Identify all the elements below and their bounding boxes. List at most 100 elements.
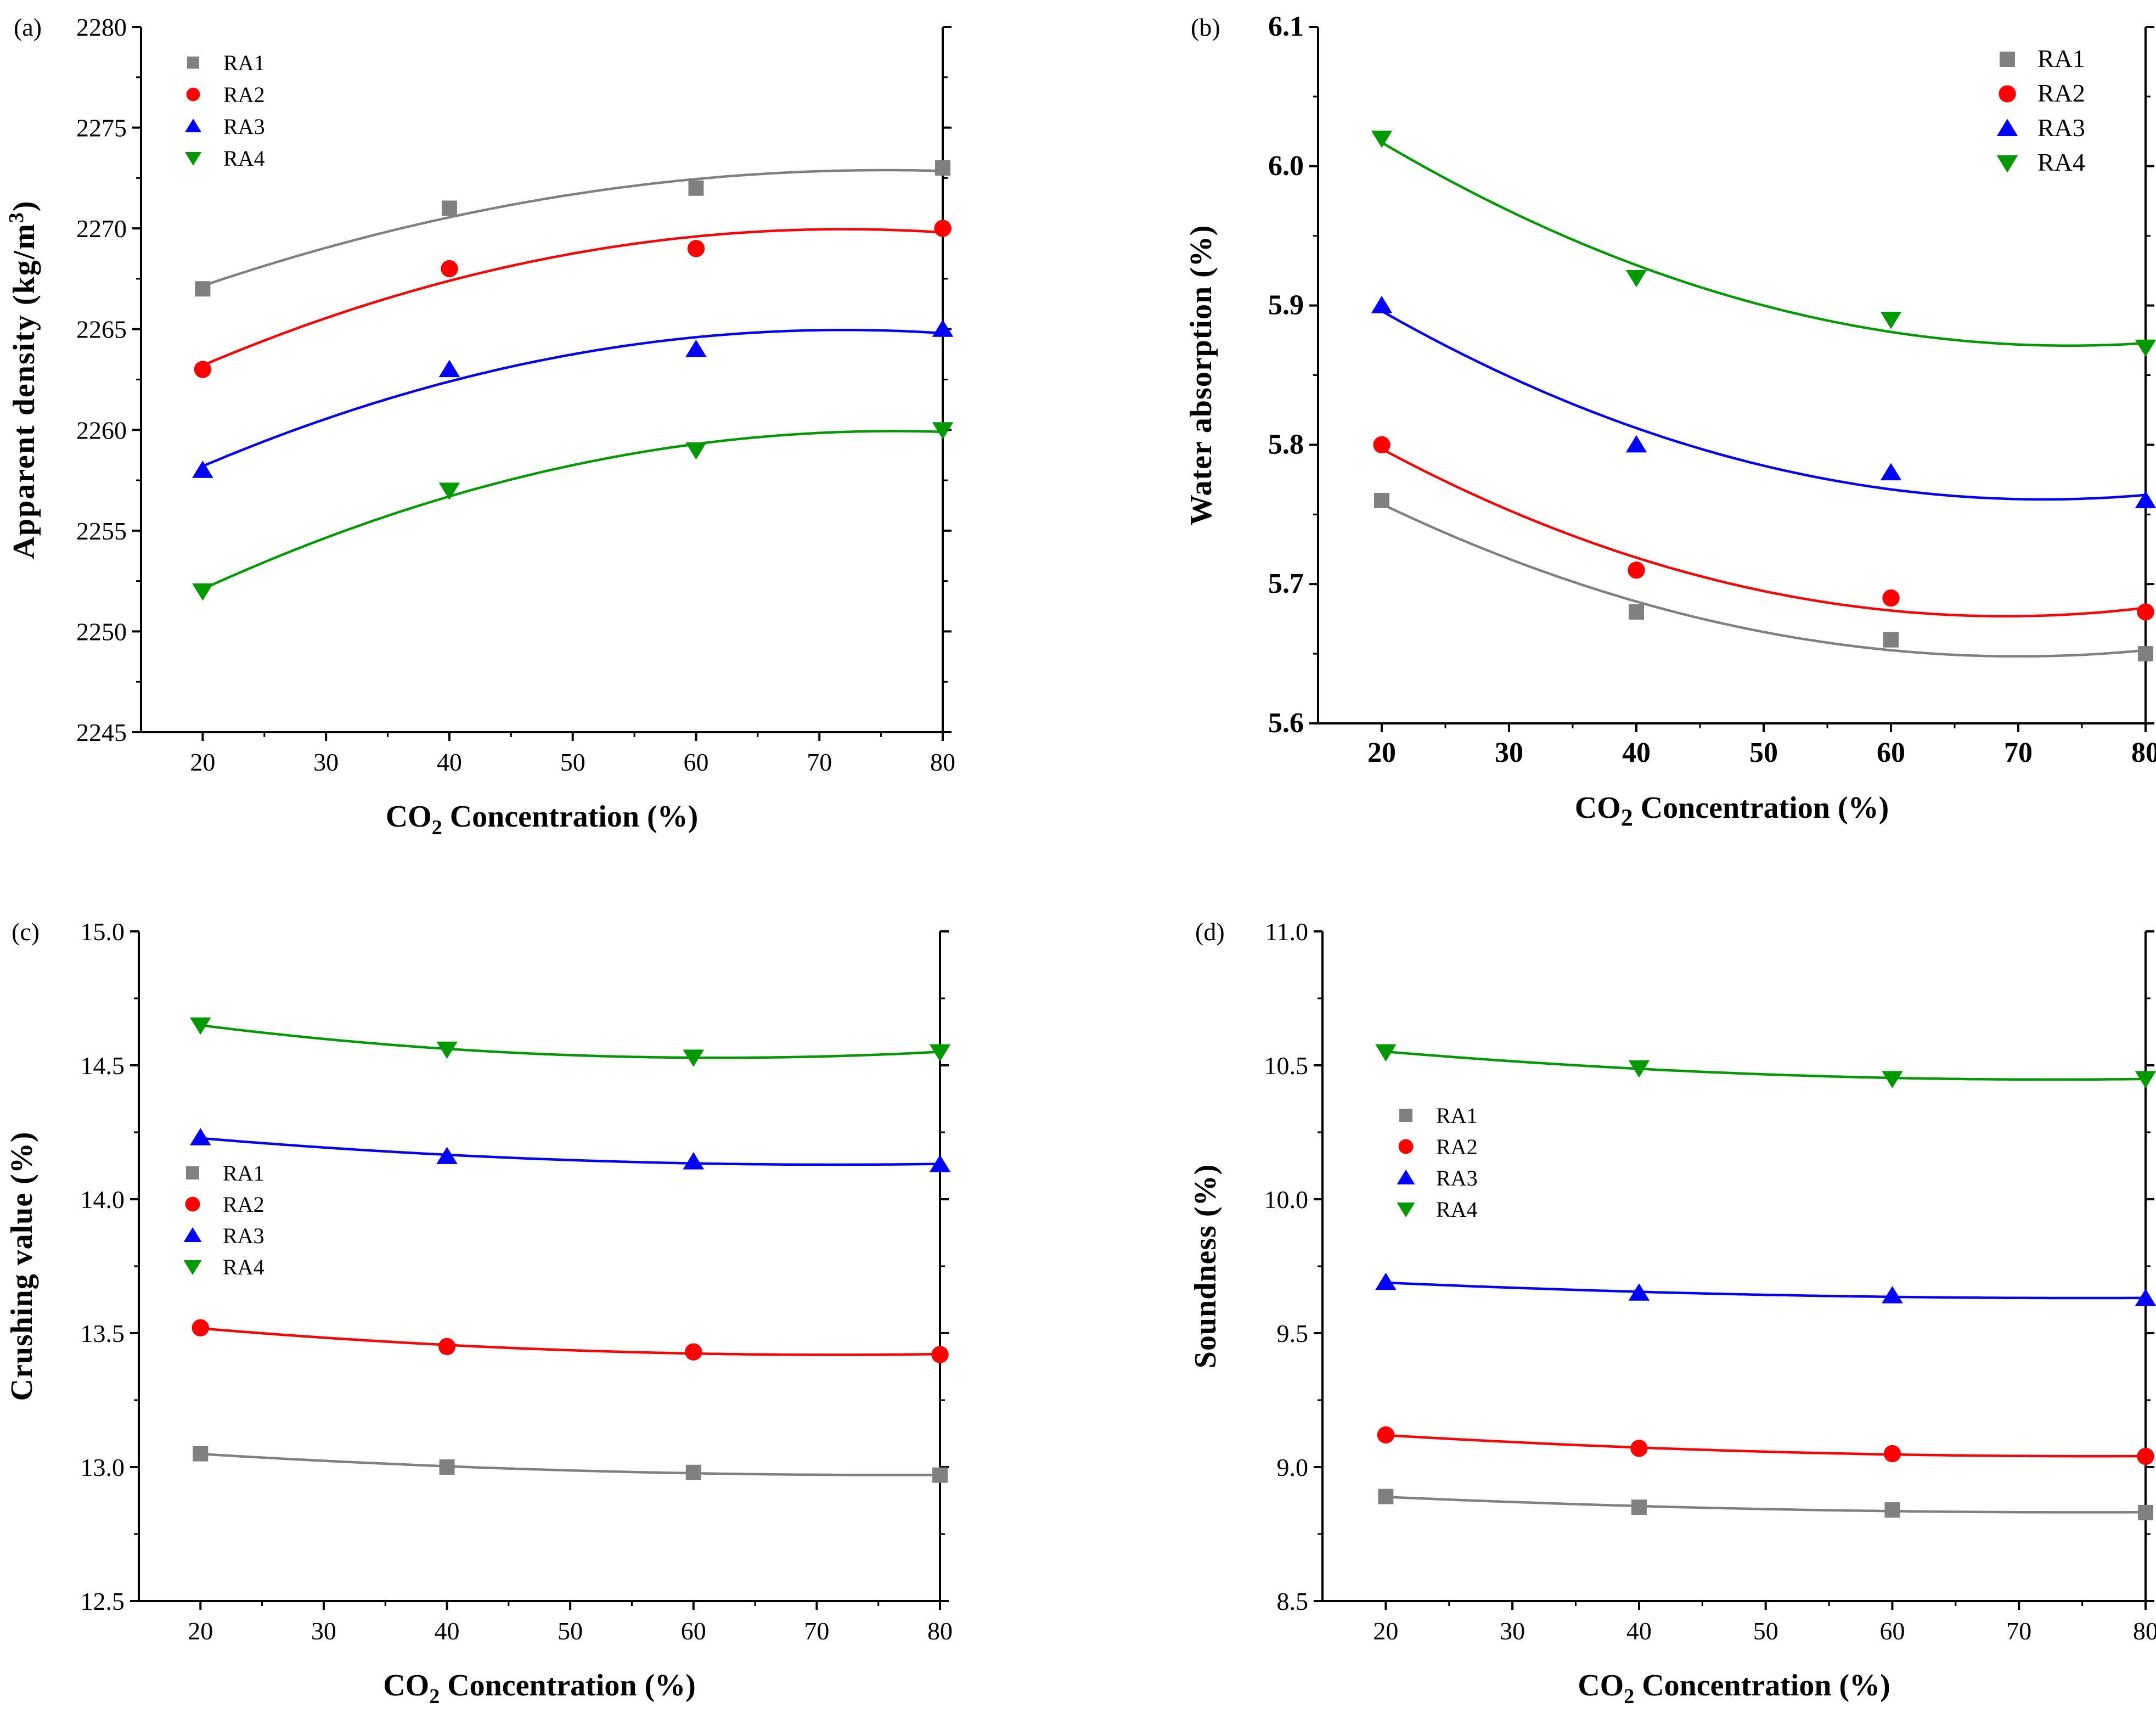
data-point-ra2 bbox=[1628, 561, 1645, 579]
y-tick-label: 15.0 bbox=[81, 918, 125, 946]
data-point-ra1 bbox=[1378, 1488, 1394, 1504]
legend-marker-ra1 bbox=[187, 57, 199, 69]
y-tick-label: 2265 bbox=[76, 316, 127, 344]
x-tick-label: 50 bbox=[558, 1617, 583, 1645]
data-point-ra3 bbox=[192, 460, 213, 478]
x-tick-label: 50 bbox=[1749, 737, 1778, 768]
legend-label-ra3: RA3 bbox=[223, 1223, 264, 1248]
y-tick-label: 2280 bbox=[76, 13, 127, 41]
fit-curve-ra4 bbox=[1386, 1050, 2146, 1081]
x-tick-label: 80 bbox=[2133, 1617, 2156, 1645]
x-axis-label: CO2 Concentration (%) bbox=[386, 800, 699, 839]
panel-label: (d) bbox=[1195, 918, 1225, 946]
y-tick-label: 6.0 bbox=[1268, 150, 1304, 182]
y-tick-label: 12.5 bbox=[81, 1587, 125, 1615]
chart-panel-b: 5.6 5.7 5.8 5.9 6.0 6.1 20 30 40 50 60 70 80 (b) CO2 C… bbox=[1184, 11, 2156, 831]
data-point-ra3 bbox=[1628, 1283, 1650, 1301]
data-point-ra4 bbox=[1882, 1071, 1903, 1088]
legend-marker-ra3 bbox=[1996, 119, 2018, 136]
data-point-ra4 bbox=[1628, 1060, 1650, 1078]
legend-label-ra3: RA3 bbox=[1436, 1166, 1478, 1190]
data-point-ra3 bbox=[1880, 463, 1902, 481]
legend-label-ra1: RA1 bbox=[1436, 1103, 1478, 1128]
fit-curve-ra4 bbox=[200, 1024, 941, 1059]
panel-label: (c) bbox=[12, 918, 40, 946]
fit-curve-ra1 bbox=[1386, 1496, 2146, 1514]
y-tick-label: 13.0 bbox=[81, 1453, 125, 1481]
x-tick-label: 30 bbox=[1500, 1617, 1525, 1645]
legend-marker-ra3 bbox=[183, 1227, 202, 1242]
x-tick-label: 20 bbox=[1373, 1617, 1398, 1645]
legend-marker-ra4 bbox=[183, 1260, 202, 1275]
y-axis-label: Soundness (%) bbox=[1189, 1164, 1223, 1368]
data-point-ra3 bbox=[1625, 435, 1647, 453]
data-point-ra2 bbox=[1883, 1445, 1901, 1463]
legend-label-ra4: RA4 bbox=[1436, 1197, 1478, 1222]
data-point-ra1 bbox=[688, 180, 704, 196]
y-axis-label: Water absorption (%) bbox=[1184, 225, 1218, 526]
data-point-ra4 bbox=[436, 1041, 458, 1059]
fit-curve-ra3 bbox=[1381, 310, 2146, 501]
y-tick-label: 2260 bbox=[76, 416, 127, 444]
x-axis-label: CO2 Concentration (%) bbox=[383, 1669, 696, 1708]
legend-marker-ra2 bbox=[186, 87, 200, 102]
data-point-ra1 bbox=[685, 1464, 701, 1480]
data-point-ra1 bbox=[1631, 1499, 1647, 1515]
fit-curve-ra2 bbox=[1386, 1434, 2146, 1458]
data-point-ra2 bbox=[194, 361, 212, 378]
x-tick-label: 40 bbox=[1626, 1617, 1652, 1645]
data-point-ra4 bbox=[929, 1044, 951, 1062]
data-point-ra3 bbox=[932, 319, 954, 337]
y-tick-label: 14.5 bbox=[81, 1052, 125, 1080]
legend: RA1 RA2 RA3 RA4 bbox=[1397, 1103, 1478, 1222]
data-point-ra4 bbox=[685, 442, 707, 460]
data-point-ra1 bbox=[2138, 646, 2153, 662]
data-point-ra2 bbox=[1882, 589, 1900, 607]
fit-curve-ra4 bbox=[202, 430, 943, 591]
y-tick-label: 6.1 bbox=[1268, 11, 1304, 42]
x-tick-label: 50 bbox=[1753, 1617, 1778, 1645]
legend-marker-ra3 bbox=[184, 119, 202, 132]
fit-curve-ra3 bbox=[200, 1137, 941, 1166]
data-point-ra2 bbox=[685, 1343, 702, 1361]
y-axis-label: Crushing value (%) bbox=[5, 1132, 39, 1401]
data-point-ra1 bbox=[932, 1467, 948, 1483]
legend-marker-ra4 bbox=[184, 152, 202, 166]
legend-label-ra3: RA3 bbox=[223, 114, 265, 139]
x-tick-label: 80 bbox=[2131, 737, 2156, 768]
data-point-ra4 bbox=[2135, 1071, 2156, 1088]
x-tick-label: 40 bbox=[435, 1617, 460, 1645]
data-point-ra4 bbox=[2135, 339, 2156, 357]
legend: RA1 RA2 RA3 RA4 bbox=[183, 1161, 264, 1279]
data-point-ra1 bbox=[1883, 632, 1899, 648]
y-tick-label: 10.0 bbox=[1264, 1186, 1309, 1214]
x-tick-label: 60 bbox=[1879, 1617, 1905, 1645]
data-point-ra4 bbox=[438, 482, 460, 500]
y-tick-label: 5.6 bbox=[1268, 707, 1304, 739]
chart-panel-a: 2245 2250 2255 2260 2265 2270 2275 2280 20 30 40 50… bbox=[5, 13, 955, 839]
y-axis-label: Apparent density (kg/m3) bbox=[5, 200, 41, 559]
data-point-ra1 bbox=[195, 281, 211, 297]
data-point-ra2 bbox=[438, 1338, 456, 1356]
x-tick-label: 30 bbox=[313, 748, 339, 776]
legend-label-ra1: RA1 bbox=[2037, 44, 2085, 72]
y-tick-label: 2270 bbox=[76, 215, 127, 243]
data-point-ra3 bbox=[436, 1147, 458, 1164]
legend-label-ra1: RA1 bbox=[223, 1161, 264, 1186]
data-point-ra4 bbox=[1371, 131, 1393, 148]
data-point-ra4 bbox=[683, 1049, 705, 1067]
data-point-ra2 bbox=[687, 240, 705, 257]
data-point-ra1 bbox=[439, 1459, 455, 1475]
y-tick-label: 2275 bbox=[76, 114, 127, 142]
legend-marker-ra1 bbox=[2000, 52, 2015, 67]
data-point-ra3 bbox=[929, 1155, 951, 1172]
y-tick-label: 8.5 bbox=[1277, 1587, 1309, 1615]
legend-marker-ra4 bbox=[1397, 1203, 1415, 1217]
data-point-ra4 bbox=[932, 422, 954, 440]
x-tick-label: 60 bbox=[683, 748, 708, 776]
data-point-ra1 bbox=[2138, 1504, 2153, 1520]
data-point-ra2 bbox=[1630, 1440, 1648, 1457]
y-tick-label: 13.5 bbox=[81, 1319, 125, 1347]
x-tick-label: 70 bbox=[807, 748, 832, 776]
